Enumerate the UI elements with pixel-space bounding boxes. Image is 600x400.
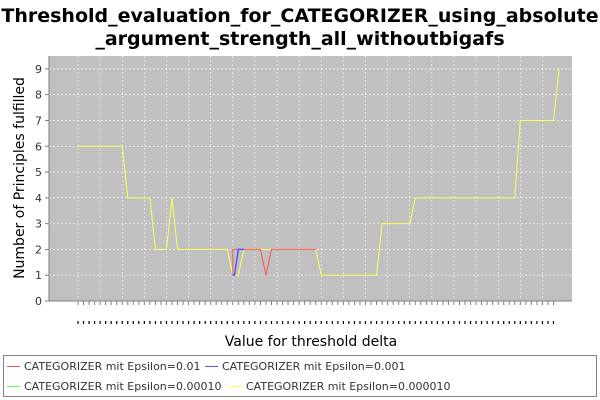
legend: CATEGORIZER mit Epsilon=0.01 CATEGORIZER… — [3, 355, 597, 397]
legend-swatch-3 — [7, 386, 20, 387]
y-tick-label: 1 — [35, 269, 42, 282]
legend-item-2: CATEGORIZER mit Epsilon=0.001 — [205, 360, 405, 373]
series-line-2 — [232, 248, 244, 276]
series-lines — [78, 68, 560, 276]
legend-swatch-4 — [229, 386, 242, 387]
legend-label-1: CATEGORIZER mit Epsilon=0.01 — [24, 360, 201, 373]
legend-label-3: CATEGORIZER mit Epsilon=0.00010 — [24, 380, 222, 393]
y-tick-label: 2 — [35, 243, 42, 256]
legend-item-1: CATEGORIZER mit Epsilon=0.01 — [7, 360, 200, 373]
y-axis: 0 1 2 3 4 5 6 7 8 9 — [35, 56, 50, 308]
legend-item-4: CATEGORIZER mit Epsilon=0.000010 — [229, 380, 450, 393]
chart-title-line-1: Threshold_evaluation_for_CATEGORIZER_usi… — [1, 5, 598, 27]
y-tick-label: 5 — [35, 166, 42, 179]
legend-label-2: CATEGORIZER mit Epsilon=0.001 — [222, 360, 406, 373]
legend-swatch-2 — [205, 366, 218, 367]
y-tick-label: 7 — [35, 114, 42, 127]
y-tick-label: 6 — [35, 140, 42, 153]
legend-label-4: CATEGORIZER mit Epsilon=0.000010 — [246, 380, 451, 393]
grid — [49, 56, 572, 302]
y-tick-label: 0 — [35, 295, 42, 308]
x-axis-label: Value for threshold delta — [225, 334, 397, 350]
y-tick-label: 8 — [35, 89, 42, 102]
series-line-4 — [78, 68, 560, 276]
y-axis-label: Number of Principles fulfilled — [12, 77, 28, 279]
x-axis — [49, 300, 572, 324]
chart-title-line-2: _argument_strength_all_withoutbigafs — [95, 28, 504, 50]
plot-area — [49, 56, 572, 301]
legend-item-3: CATEGORIZER mit Epsilon=0.00010 — [7, 380, 221, 393]
y-tick-label: 3 — [35, 218, 42, 231]
chart: Threshold_evaluation_for_CATEGORIZER_usi… — [1, 5, 598, 350]
y-tick-label: 4 — [35, 192, 42, 205]
legend-swatch-1 — [7, 366, 20, 367]
y-tick-label: 9 — [35, 63, 42, 76]
